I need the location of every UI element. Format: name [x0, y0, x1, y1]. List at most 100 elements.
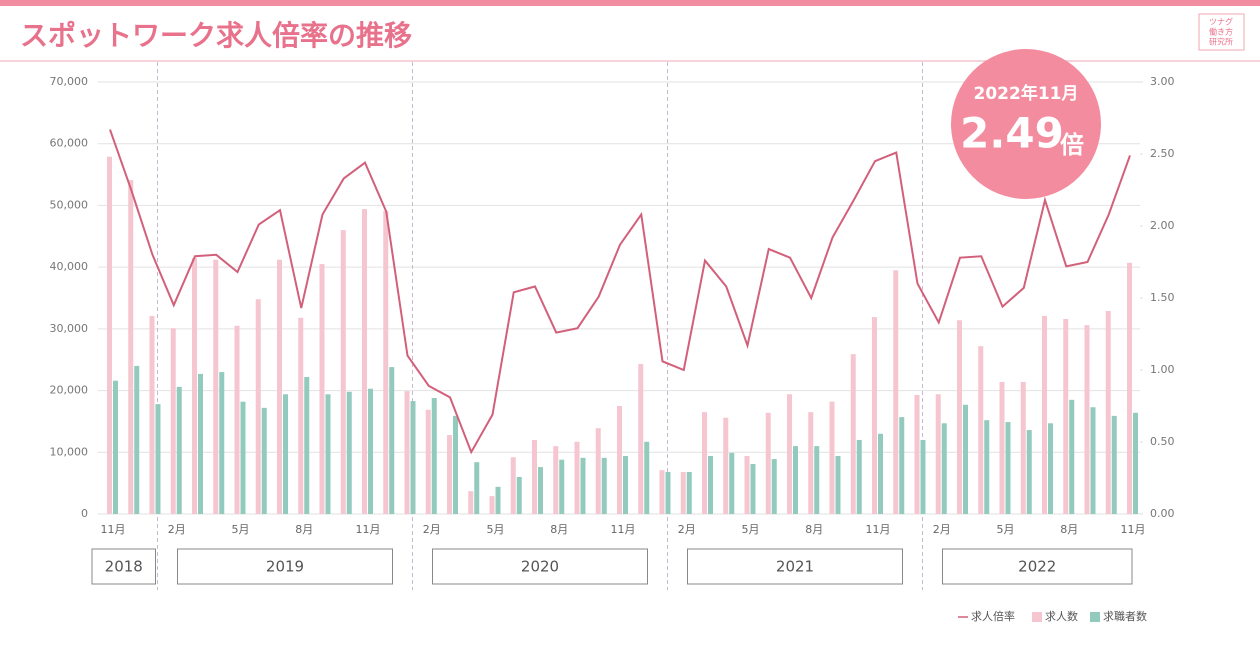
bar [362, 209, 367, 515]
logo-text: 働き方 [1209, 27, 1233, 37]
callout-circle [951, 49, 1101, 199]
bar [793, 446, 798, 514]
y-tick-label: 10,000 [50, 445, 89, 458]
y-tick-label: 0 [81, 507, 88, 520]
year-box [177, 548, 393, 585]
bar [1111, 415, 1117, 514]
bar [198, 373, 203, 514]
x-tick-label: 2月 [678, 523, 696, 536]
bar [340, 230, 346, 514]
year-box [687, 548, 903, 585]
bar [644, 441, 650, 514]
bar [1048, 423, 1053, 514]
bar [1133, 412, 1138, 514]
bar [176, 386, 182, 514]
year-label: 2020 [521, 558, 559, 576]
bar [935, 394, 941, 514]
y2-tick-label: 0.50 [1150, 435, 1175, 448]
bar [1042, 315, 1047, 514]
bar [617, 406, 622, 514]
bar [872, 317, 877, 514]
y-tick-label: 70,000 [50, 75, 89, 88]
y2-tick-label: 2.00 [1150, 219, 1175, 232]
bar [920, 439, 926, 514]
bar [277, 259, 282, 514]
y-tick-label: 50,000 [50, 198, 89, 211]
bar [425, 409, 431, 514]
bar [729, 452, 735, 514]
callout-value: 2.49 [960, 109, 1064, 158]
logo-text: 研究所 [1209, 37, 1233, 47]
bar [107, 156, 112, 514]
bar [659, 470, 665, 514]
bar [389, 367, 395, 514]
bar [431, 397, 437, 514]
bar [899, 417, 905, 514]
bar [771, 459, 777, 514]
bar [601, 457, 607, 514]
bar [814, 446, 820, 514]
y2-tick-label: 1.00 [1150, 363, 1175, 376]
bar [984, 420, 990, 514]
bar [325, 394, 331, 514]
bar [680, 472, 686, 514]
bar [155, 404, 161, 514]
x-tick-label: 8月 [295, 523, 313, 536]
bar [1026, 430, 1032, 514]
x-tick-label: 5月 [742, 523, 760, 536]
y2-tick-label: 1.50 [1150, 291, 1175, 304]
year-label: 2021 [776, 558, 814, 576]
bar [702, 412, 707, 514]
y-tick-label: 60,000 [50, 137, 89, 150]
bar [1020, 381, 1026, 514]
bar [574, 441, 580, 514]
bar [638, 364, 644, 514]
x-tick-label: 11月 [101, 523, 126, 536]
bar [878, 433, 883, 514]
logo-box [1198, 13, 1245, 51]
bar [553, 446, 559, 514]
bar [495, 486, 501, 514]
year-label: 2019 [266, 558, 304, 576]
callout-unit: 倍 [1060, 131, 1084, 159]
bar [298, 317, 304, 514]
x-tick-label: 11月 [866, 523, 891, 536]
bar [134, 365, 140, 514]
top-stripe [0, 0, 1260, 6]
bar [170, 328, 176, 514]
bar [261, 407, 267, 514]
bar [192, 257, 197, 514]
bar [765, 412, 771, 514]
year-label: 2022 [1018, 558, 1056, 576]
y-tick-label: 20,000 [50, 384, 89, 397]
y-tick-label: 30,000 [50, 322, 89, 335]
bar [474, 462, 480, 514]
x-tick-label: 5月 [487, 523, 505, 536]
bar [787, 394, 792, 514]
x-tick-label: 2月 [168, 523, 186, 536]
bar [1063, 318, 1069, 514]
y2-tick-label: 3.00 [1150, 75, 1175, 88]
bar [850, 354, 856, 514]
line [109, 129, 1131, 455]
bar [532, 439, 537, 514]
bar [1084, 325, 1090, 514]
bar [723, 417, 729, 514]
legend-label: 求職者数 [1103, 610, 1147, 623]
legend-label: 求人数 [1045, 610, 1078, 623]
y2-tick-label: 2.50 [1150, 147, 1175, 160]
y-tick-label: 40,000 [50, 260, 89, 273]
bar [304, 376, 310, 514]
bar [808, 412, 814, 514]
bar [283, 394, 288, 514]
x-tick-label: 11月 [1121, 523, 1146, 536]
y2-tick-label: 0.00 [1150, 507, 1175, 520]
bar [829, 401, 835, 514]
bar [128, 180, 134, 514]
x-tick-label: 8月 [1060, 523, 1078, 536]
bar [1090, 407, 1096, 514]
bar [750, 464, 756, 514]
bar [255, 299, 261, 514]
bar [219, 372, 225, 514]
bar [957, 320, 962, 514]
